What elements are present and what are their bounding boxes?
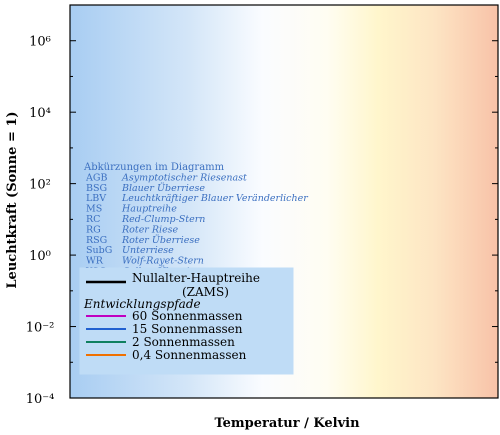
legend-background xyxy=(79,267,294,375)
abbr-code: AGB xyxy=(85,172,107,183)
legend-tracks-title: Entwicklungspfade xyxy=(83,297,201,311)
y-tick-label: 10⁻² xyxy=(26,321,55,336)
y-tick-label: 10² xyxy=(29,178,51,193)
legend-zams-label: Nullalter-Hauptreihe xyxy=(132,271,260,285)
legend-entry: 0,4 Sonnenmassen xyxy=(132,348,247,362)
legend-entry: 15 Sonnenmassen xyxy=(132,322,243,336)
legend-zams-label-2: (ZAMS) xyxy=(182,285,229,299)
legend-entry: 60 Sonnenmassen xyxy=(132,309,243,323)
abbr-code: MS xyxy=(86,204,102,215)
abbr-code: SubG xyxy=(86,245,112,256)
y-tick-label: 10⁶ xyxy=(29,35,51,50)
abbr-code: WR xyxy=(86,256,104,267)
abbr-desc: Blauer Überriese xyxy=(121,182,205,194)
abbr-desc: Unterriese xyxy=(122,245,174,256)
abbr-desc: Asymptotischer Riesenast xyxy=(121,172,247,183)
y-axis-title: Leuchtkraft (Sonne = 1) xyxy=(5,111,20,288)
abbr-title: Abkürzungen im Diagramm xyxy=(83,162,225,173)
abbr-desc: Red-Clump-Stern xyxy=(121,214,205,225)
y-tick-label: 10⁴ xyxy=(29,106,51,121)
plot-frame xyxy=(69,4,499,399)
y-tick-label: 10⁰ xyxy=(29,249,51,264)
x-axis-title: Temperatur / Kelvin xyxy=(214,416,360,431)
abbr-code: RG xyxy=(86,224,101,235)
abbr-desc: Roter Riese xyxy=(121,224,179,235)
y-tick-label: 10⁻⁴ xyxy=(26,392,55,407)
abbr-desc: Leuchtkräftiger Blauer Veränderlicher xyxy=(121,193,309,204)
abbr-code: LBV xyxy=(86,193,106,204)
abbr-code: BSG xyxy=(86,183,107,194)
abbr-desc: Hauptreihe xyxy=(121,204,177,215)
abbr-code: RC xyxy=(86,214,100,225)
legend-box: Nullalter-Hauptreihe(ZAMS)Entwicklungspf… xyxy=(79,267,294,375)
abbr-code: RSG xyxy=(86,235,107,246)
axes: 10⁶10⁴10²10⁰10⁻²10⁻⁴50.00020.00010.00050… xyxy=(26,4,498,407)
abbr-desc: Roter Überriese xyxy=(121,234,200,246)
abbr-desc: Wolf-Rayet-Stern xyxy=(122,256,204,267)
legend-entry: 2 Sonnenmassen xyxy=(132,335,235,349)
